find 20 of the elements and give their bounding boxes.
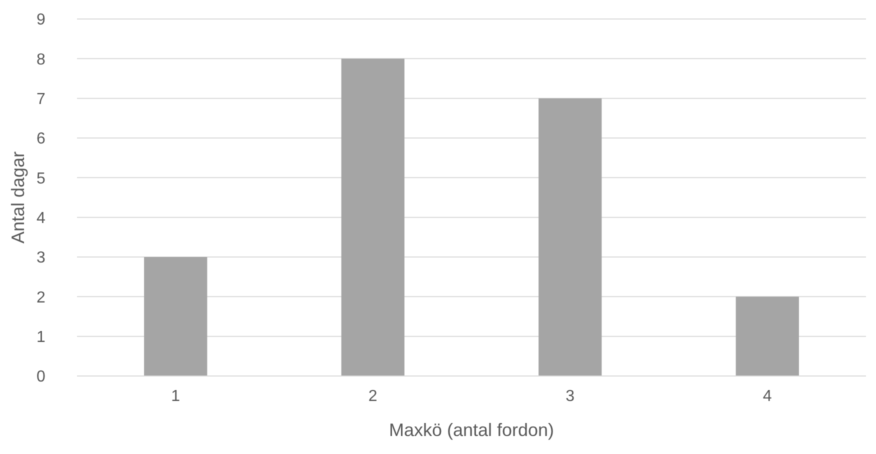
x-tick-label: 2 (368, 388, 378, 405)
y-tick-label: 8 (36, 51, 46, 68)
bar (341, 58, 404, 376)
bar (144, 257, 208, 376)
y-tick-label: 1 (36, 328, 46, 346)
y-tick-label: 6 (36, 130, 46, 148)
y-tick-label: 7 (36, 90, 46, 108)
y-axis-title: Antal dagar (8, 151, 28, 244)
y-tick-label: 9 (36, 12, 46, 29)
x-axis-title: Maxkö (antal fordon) (388, 420, 554, 440)
x-tick-label: 3 (566, 388, 575, 405)
y-tick-label: 4 (36, 210, 46, 227)
x-tick-label: 4 (762, 388, 772, 405)
x-tick-label: 1 (171, 388, 180, 405)
bar (538, 98, 602, 376)
y-tick-label: 2 (36, 289, 46, 306)
y-tick-label: 3 (36, 250, 46, 267)
y-tick-label: 0 (36, 368, 46, 386)
y-tick-label: 5 (36, 170, 46, 188)
bar (736, 296, 799, 376)
